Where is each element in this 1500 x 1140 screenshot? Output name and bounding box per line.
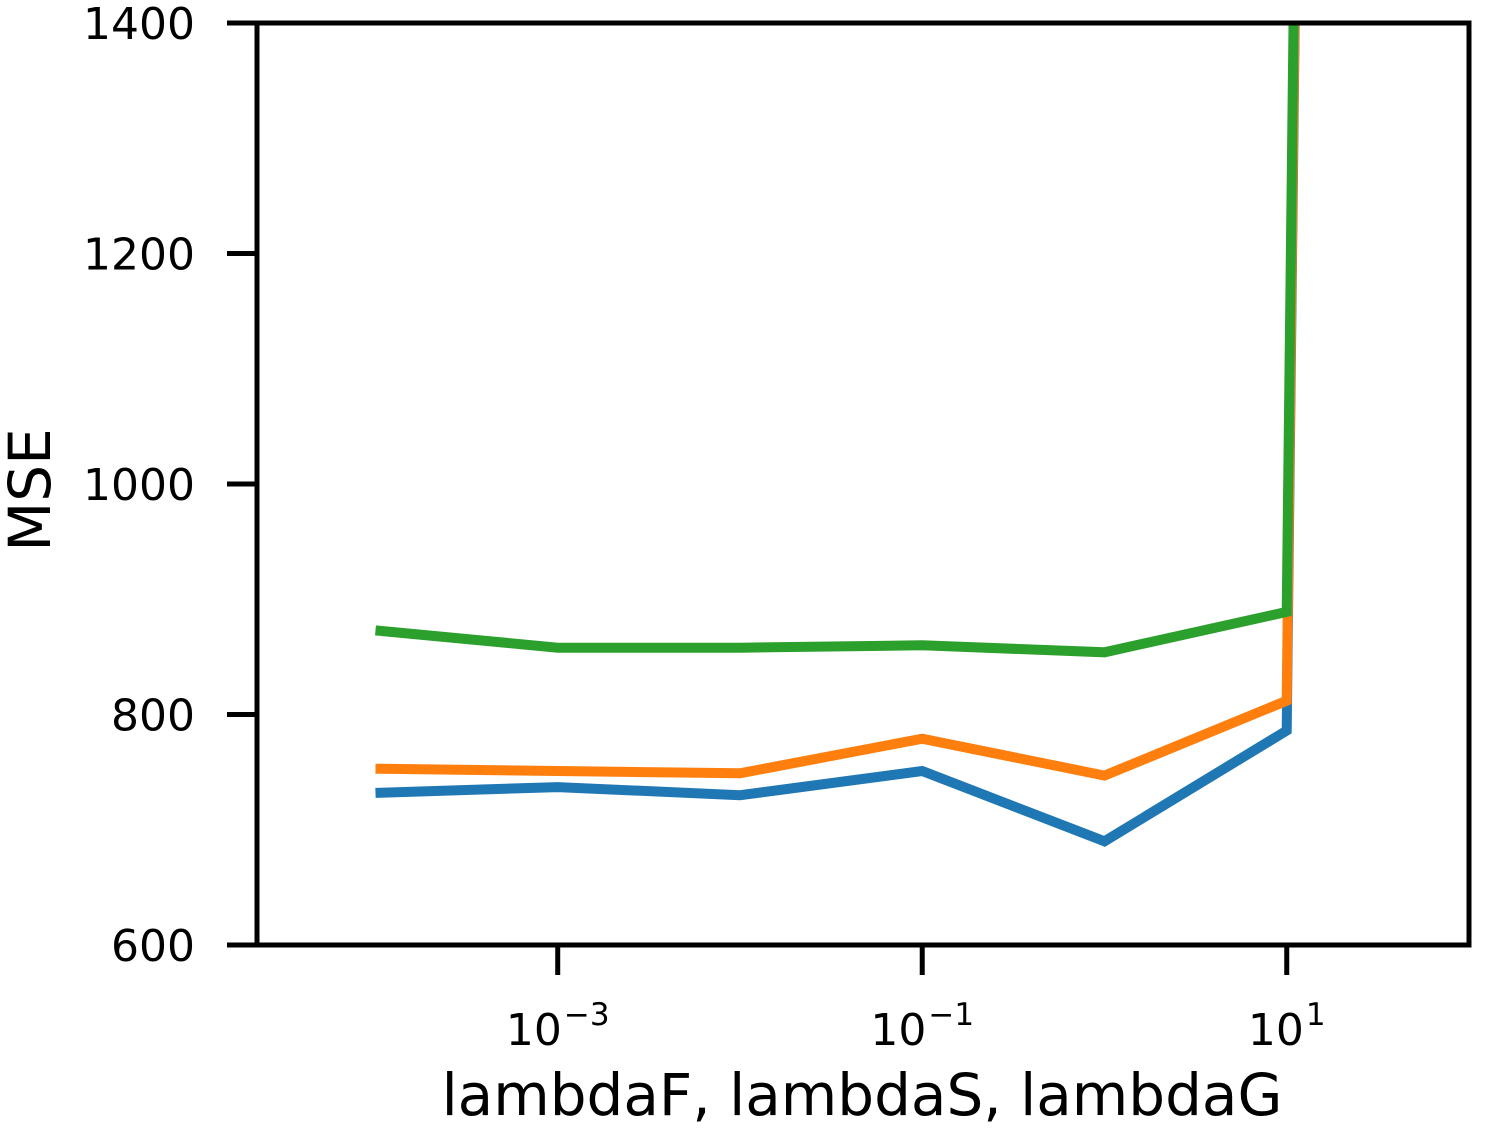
y-tick-label: 800: [111, 691, 195, 742]
series-layer: [376, 0, 1342, 841]
x-tick-base: 10: [1248, 1005, 1304, 1056]
y-tick-label: 1000: [83, 460, 195, 511]
x-tick-label: 10 1: [1248, 997, 1326, 1056]
x-tick-base: 10: [506, 1005, 562, 1056]
x-tick-exponent: 1: [1306, 997, 1326, 1033]
x-tick-exponent: −1: [928, 997, 974, 1033]
x-axis-label: lambdaF, lambdaS, lambdaG: [442, 1061, 1283, 1129]
x-tick-label: 10 −3: [506, 997, 610, 1056]
series-line-2: [376, 0, 1342, 776]
y-axis-label: MSE: [0, 428, 64, 552]
series-line-3: [376, 0, 1342, 652]
x-tick-label: 10 −1: [870, 997, 974, 1056]
y-tick-label: 1200: [83, 230, 195, 281]
x-axis-ticks: 10 −3 10 −1 10 1: [506, 945, 1326, 1056]
x-tick-base: 10: [870, 1005, 926, 1056]
y-tick-label: 1400: [83, 0, 195, 50]
y-tick-label: 600: [111, 921, 195, 972]
x-tick-exponent: −3: [564, 997, 610, 1033]
series-line-1: [376, 0, 1342, 841]
y-axis-ticks: 600 800 1000 1200 1400: [83, 0, 257, 972]
